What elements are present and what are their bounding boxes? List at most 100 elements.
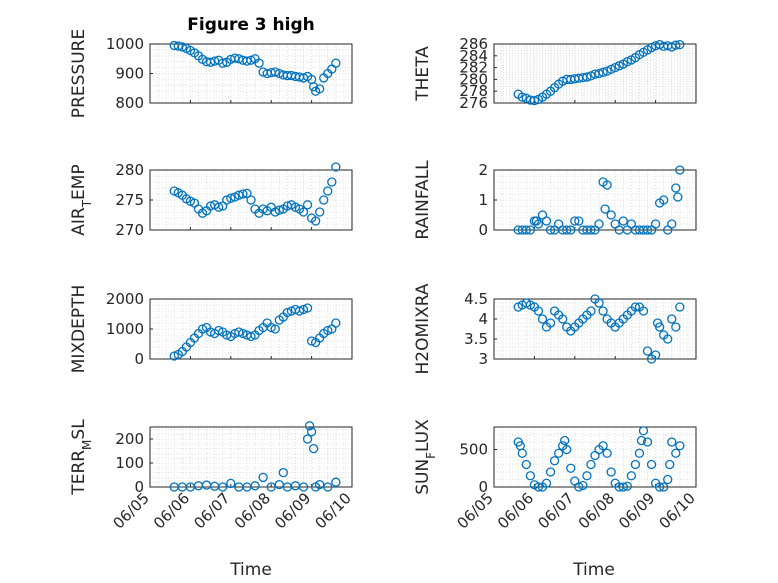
data-point — [630, 302, 641, 312]
data-point — [541, 216, 552, 226]
data-point — [533, 219, 544, 229]
panel-air-temp: 270 275 280 AIRTEMP — [69, 161, 353, 239]
data-point — [242, 188, 252, 199]
data-point — [618, 216, 628, 226]
y-axis-label-mixdepth: MIXDEPTH — [69, 285, 89, 374]
data-point — [270, 67, 280, 77]
y-tick-label: 280 — [459, 70, 488, 88]
y-tick-label: 900 — [115, 65, 144, 83]
data-point — [274, 205, 284, 215]
data-point — [671, 40, 681, 50]
panel-pressure: 800 900 1000 PRESSURE — [69, 29, 353, 118]
y-axis-label-air-temp: AIRTEMP — [69, 164, 94, 235]
data-point — [602, 180, 612, 190]
data-point — [323, 186, 333, 196]
y-tick-label: 276 — [459, 94, 488, 112]
data-point — [331, 162, 341, 172]
axes-box — [493, 43, 697, 104]
data-point — [541, 478, 552, 488]
data-point — [626, 471, 637, 481]
data-point — [545, 467, 556, 477]
data-point — [594, 298, 604, 308]
x-tick-label: 06/08 — [231, 489, 274, 532]
data-point — [659, 195, 669, 205]
data-point — [517, 92, 527, 102]
x-tick-label: 06/05 — [110, 489, 153, 532]
figure-title: Figure 3 high — [187, 15, 315, 35]
data-point — [533, 482, 544, 492]
data-point — [598, 67, 608, 77]
x-tick-label: 06/10 — [312, 489, 355, 532]
data-point — [582, 471, 592, 481]
data-point — [298, 207, 309, 217]
data-point — [594, 219, 604, 229]
y-tick-label: 4 — [478, 310, 488, 328]
data-point — [246, 195, 256, 205]
y-tick-label: 280 — [115, 161, 144, 179]
axes-box — [493, 426, 697, 488]
data-point — [173, 41, 183, 51]
y-tick-label: 0 — [478, 478, 488, 496]
data-point — [308, 82, 319, 92]
x-tick-label: 06/09 — [271, 489, 314, 532]
data-point — [549, 456, 560, 466]
data-point — [331, 58, 341, 68]
x-tick-label: 06/05 — [454, 489, 497, 532]
data-point — [214, 202, 224, 212]
y-axis-label-theta: THETA — [413, 46, 433, 102]
data-point — [578, 480, 588, 491]
data-point — [331, 318, 341, 328]
data-point — [553, 448, 564, 458]
data-point — [642, 437, 653, 447]
data-point — [214, 325, 224, 336]
y-axis-label-sun-flux: SUNFLUX — [413, 419, 438, 495]
y-tick-label: 270 — [115, 221, 144, 239]
data-point — [226, 478, 236, 489]
data-point — [574, 216, 584, 226]
data-point — [586, 225, 596, 235]
data-point — [298, 482, 309, 492]
data-point — [634, 448, 645, 458]
data-point — [521, 459, 531, 470]
data-point — [238, 328, 248, 339]
data-point — [218, 482, 228, 492]
data-point — [278, 467, 288, 478]
data-point — [566, 463, 576, 473]
data-point — [545, 318, 556, 328]
axes-box — [493, 298, 697, 360]
data-point — [586, 306, 596, 316]
data-point — [177, 42, 187, 52]
data-point — [636, 435, 647, 446]
y-tick-label: 0 — [478, 221, 488, 239]
y-tick-label: 200 — [115, 430, 144, 448]
data-point — [270, 324, 280, 334]
data-point — [310, 216, 321, 226]
data-point — [659, 482, 669, 492]
data-point — [594, 68, 604, 79]
data-point — [319, 195, 329, 205]
y-tick-label: 284 — [459, 47, 488, 65]
data-point — [517, 448, 527, 458]
data-point — [570, 216, 580, 226]
data-point — [562, 225, 572, 235]
data-point — [638, 426, 649, 436]
data-point — [558, 314, 568, 324]
data-point — [650, 350, 661, 360]
y-tick-label: 286 — [459, 35, 488, 53]
data-point — [545, 225, 556, 235]
y-tick-label: 1000 — [106, 35, 144, 53]
data-point — [525, 225, 536, 235]
data-point — [675, 302, 685, 312]
data-point — [650, 219, 661, 229]
data-point — [331, 477, 341, 487]
data-point — [675, 441, 685, 451]
data-point — [646, 459, 657, 470]
data-point — [246, 331, 256, 342]
data-point — [675, 39, 685, 50]
data-point — [315, 479, 325, 490]
